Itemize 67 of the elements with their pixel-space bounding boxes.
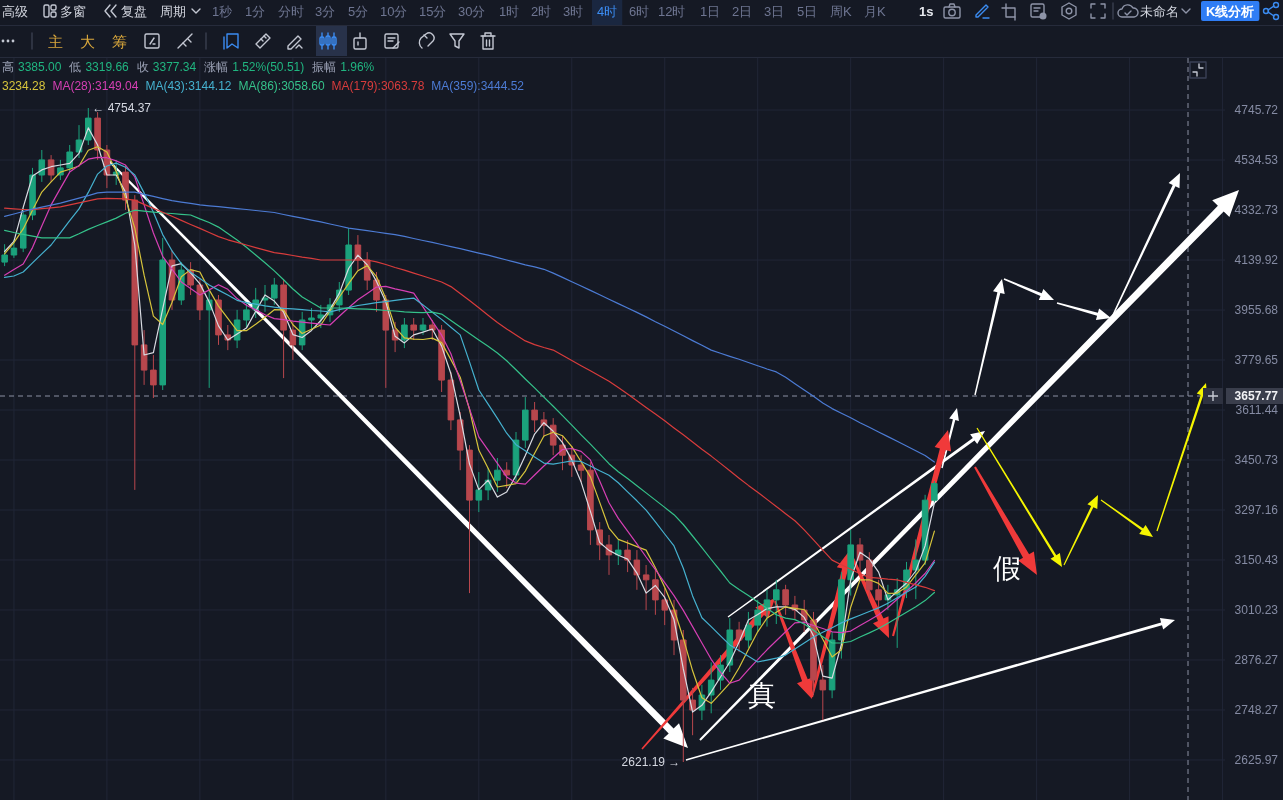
text: 复盘: [121, 3, 147, 19]
y-tick-label: 4139.92: [1234, 253, 1279, 268]
y-tick-label: 3779.65: [1234, 353, 1279, 368]
annotation: 假: [993, 552, 1021, 584]
text: 3日: [764, 3, 785, 19]
button: K线分析: [1201, 1, 1260, 21]
text: 未命名: [1140, 3, 1179, 19]
y-tick-label: 3450.73: [1234, 453, 1279, 468]
annotation: 振幅: [312, 60, 337, 74]
text: 6时: [629, 3, 650, 19]
text: 1日: [700, 3, 721, 19]
annotation: 收: [136, 60, 149, 74]
text: 周期: [160, 3, 186, 19]
text: 30分: [458, 3, 486, 19]
y-tick-label: 2625.97: [1234, 752, 1279, 767]
text: 1分: [245, 3, 266, 19]
text: MA(43):3144.12: [145, 79, 232, 93]
text: 3时: [563, 3, 584, 19]
text: 1s: [919, 3, 934, 19]
y-tick-label: 3010.23: [1234, 602, 1279, 617]
annotation: 1.52%(50.51): [232, 60, 305, 74]
y-tick-label: 2876.27: [1234, 652, 1279, 667]
text: 筹: [112, 32, 127, 50]
annotation: 3319.66: [85, 60, 130, 74]
text: 2日: [732, 3, 753, 19]
annotation: 高: [2, 60, 14, 74]
text: 3分: [315, 3, 336, 19]
tab-selected: 4时: [592, 0, 623, 25]
y-tick-label: 3955.68: [1234, 303, 1279, 318]
annotation: 低: [69, 60, 82, 74]
text: MA(86):3058.60: [238, 79, 325, 93]
y-tick-label: 4332.73: [1234, 203, 1279, 218]
text: 主: [48, 32, 63, 50]
text: 12时: [658, 3, 686, 19]
ref-line-label: 3657.77: [1234, 389, 1279, 404]
text: 10分: [380, 3, 408, 19]
text: MA(359):3444.52: [431, 79, 525, 93]
text: 周K: [830, 3, 852, 19]
y-tick-label: 3611.44: [1235, 403, 1279, 418]
text: MA(179):3063.78: [331, 79, 425, 93]
y-tick-label: 2748.27: [1234, 702, 1279, 717]
text: 多窗: [60, 3, 86, 19]
text: 3234.28: [2, 79, 46, 93]
y-tick-label: 4745.72: [1234, 103, 1279, 118]
text: 大: [80, 32, 95, 50]
text: 月K: [864, 3, 886, 19]
text: 5日: [797, 3, 818, 19]
annotation: 2621.19 →: [621, 754, 681, 769]
text: 高级: [2, 3, 28, 19]
text: 1时: [499, 3, 520, 19]
y-tick-label: 3297.16: [1234, 503, 1279, 517]
text: 5分: [348, 3, 369, 19]
text: MA(28):3149.04: [52, 79, 139, 93]
annotation: 1.96%: [340, 60, 375, 74]
annotation: ← 4754.37: [92, 101, 152, 116]
annotation: 3377.34: [152, 60, 197, 74]
y-tick-label: 4534.53: [1234, 153, 1279, 168]
text: 1秒: [212, 3, 233, 19]
annotation: 真: [748, 679, 776, 711]
text: 2时: [531, 3, 552, 19]
annotation: 涨幅: [204, 60, 229, 74]
ref-label: 3657.77: [1226, 388, 1283, 404]
text: 15分: [419, 3, 447, 19]
annotation: 3385.00: [18, 60, 62, 74]
y-tick-label: 3150.43: [1234, 553, 1279, 567]
text: 分时: [278, 3, 304, 19]
line-series: [3, 191, 935, 463]
